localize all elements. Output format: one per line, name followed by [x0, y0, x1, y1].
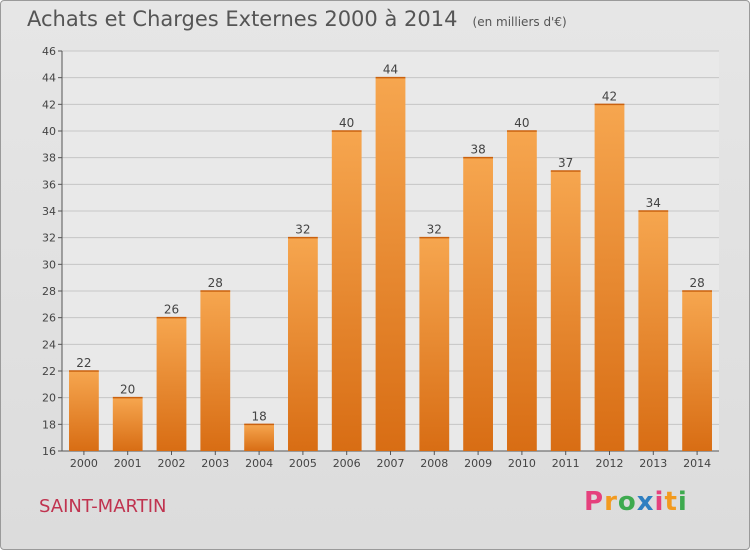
bar [112, 397, 143, 451]
y-tick-label: 20 [42, 392, 56, 405]
x-tick-label: 2006 [333, 457, 361, 470]
logo-letter: x [636, 487, 655, 517]
data-label: 26 [164, 303, 179, 317]
x-tick-label: 2010 [508, 457, 536, 470]
data-label: 44 [383, 63, 398, 77]
y-tick-label: 26 [42, 312, 56, 325]
data-label: 32 [427, 223, 442, 237]
x-tick-label: 2000 [70, 457, 98, 470]
data-label: 34 [646, 196, 661, 210]
bar [682, 291, 712, 451]
y-tick-label: 22 [42, 365, 56, 378]
x-tick-label: 2007 [377, 457, 405, 470]
y-tick-label: 42 [42, 98, 56, 111]
x-tick-label: 2008 [420, 457, 448, 470]
bar [375, 77, 406, 452]
y-tick-label: 24 [42, 338, 56, 351]
bar [69, 371, 99, 451]
data-label: 18 [251, 409, 266, 423]
title-row: Achats et Charges Externes 2000 à 2014 (… [27, 7, 567, 31]
x-tick-label: 2014 [683, 457, 711, 470]
data-label: 38 [470, 143, 485, 157]
logo-letter: i [654, 487, 665, 517]
proxiti-logo: Proxiti [584, 487, 688, 517]
data-label: 28 [689, 276, 704, 290]
bar [638, 211, 669, 451]
x-tick-label: 2001 [114, 457, 142, 470]
y-tick-label: 28 [42, 285, 56, 298]
bar [200, 291, 231, 451]
x-tick-label: 2003 [201, 457, 229, 470]
bar [419, 237, 450, 451]
logo-letter: i [677, 487, 688, 517]
bar [594, 104, 625, 451]
y-tick-label: 46 [42, 45, 56, 58]
y-tick-label: 36 [42, 178, 56, 191]
logo-letter: t [664, 487, 678, 517]
logo-letter: P [584, 487, 605, 517]
data-label: 37 [558, 156, 573, 170]
place-name: SAINT-MARTIN [39, 496, 167, 517]
data-label: 40 [514, 116, 529, 130]
bar [156, 317, 187, 451]
logo-letter: r [604, 487, 618, 517]
bar [331, 131, 362, 451]
x-tick-label: 2011 [552, 457, 580, 470]
data-label: 20 [120, 383, 135, 397]
data-label: 42 [602, 89, 617, 103]
data-label: 40 [339, 116, 354, 130]
y-tick-label: 18 [42, 418, 56, 431]
bar [550, 171, 581, 451]
x-tick-label: 2012 [596, 457, 624, 470]
x-tick-label: 2005 [289, 457, 317, 470]
bar [507, 131, 537, 451]
x-tick-label: 2009 [464, 457, 492, 470]
chart-unit: (en milliers d'€) [472, 15, 567, 29]
chart-title: Achats et Charges Externes 2000 à 2014 [27, 7, 458, 31]
x-tick-label: 2002 [158, 457, 186, 470]
data-label: 32 [295, 223, 310, 237]
y-tick-label: 38 [42, 152, 56, 165]
bar [288, 237, 318, 451]
bar [244, 424, 274, 451]
y-tick-label: 44 [42, 72, 56, 85]
bar [463, 157, 493, 451]
data-label: 22 [76, 356, 91, 370]
x-tick-label: 2004 [245, 457, 273, 470]
x-tick-label: 2013 [639, 457, 667, 470]
y-tick-label: 34 [42, 205, 56, 218]
data-label: 28 [208, 276, 223, 290]
y-tick-label: 30 [42, 258, 56, 271]
y-tick-label: 32 [42, 232, 56, 245]
y-tick-label: 40 [42, 125, 56, 138]
logo-letter: o [617, 487, 637, 517]
y-tick-label: 16 [42, 445, 56, 458]
